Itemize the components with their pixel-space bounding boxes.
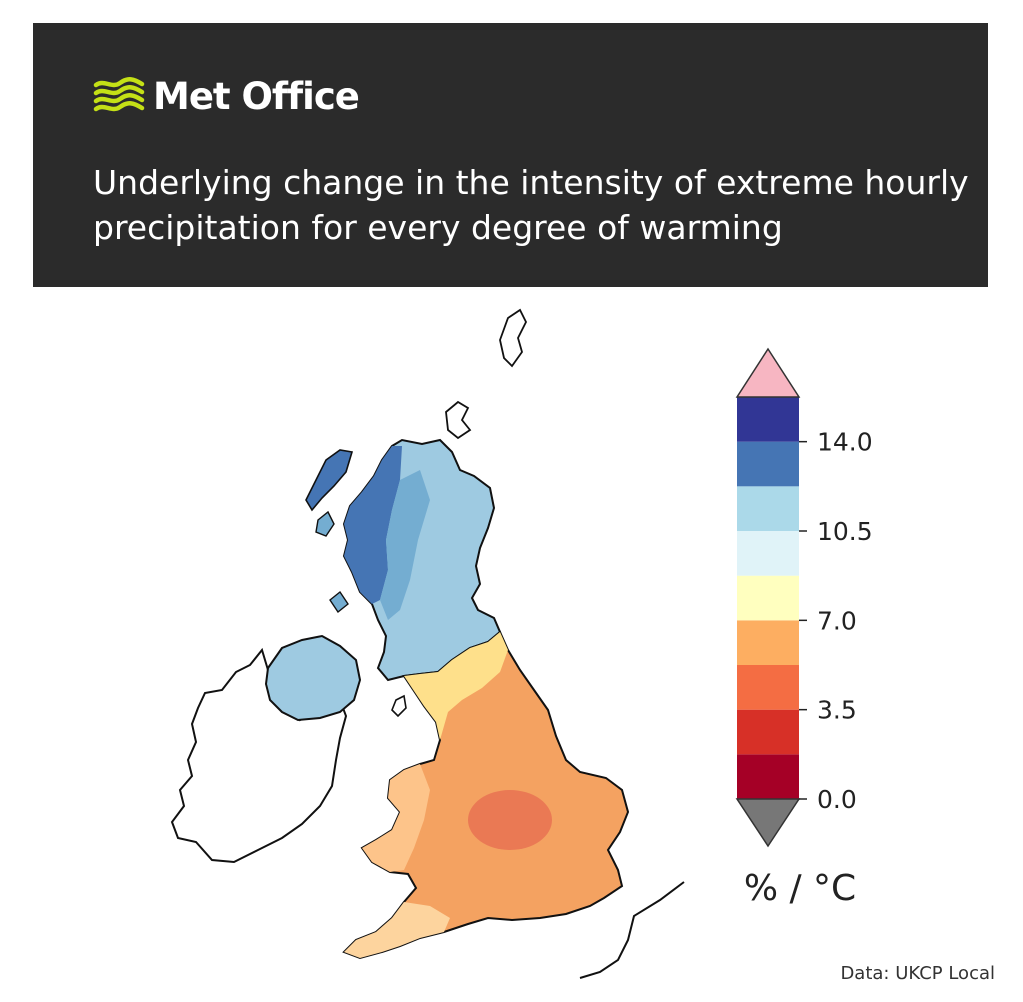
shetland-outline [499,308,528,368]
france-coastline [579,881,685,979]
orkney-outline [445,400,472,440]
colorbar-bin-7 [737,441,799,487]
met-office-logo: Met Office [93,71,360,121]
highlands-band [344,446,402,604]
colorbar-over-triangle [735,347,801,398]
colorbar-tick-label: 7.0 [817,606,857,635]
colorbar-ticks: 0.0 3.5 7.0 10.5 14.0 [799,428,873,814]
northern-ireland-region [264,634,362,722]
colorbar-bin-8 [737,397,799,442]
isle-of-man [391,694,407,718]
colorbar-bins [737,397,799,799]
colorbar-unit-label: % / °C [744,868,856,909]
colorbar-bin-5 [737,531,799,576]
colorbar-bin-3 [737,620,799,665]
colorbar-tick-label: 3.5 [817,696,857,725]
colorbar-under-triangle [735,798,801,848]
page-title: Underlying change in the intensity of ex… [93,163,969,247]
colorbar-tick-label: 10.5 [817,517,873,546]
colorbar-legend: 0.0 3.5 7.0 10.5 14.0 % / °C [735,347,873,909]
colorbar-bin-4 [737,575,799,621]
western-isles [305,449,354,512]
colorbar-bin-1 [737,709,799,755]
colorbar-bin-2 [737,665,799,710]
waves-icon [93,77,145,112]
uk-precipitation-map [170,308,685,979]
header-banner: Met Office Underlying change in the inte… [33,23,988,287]
colorbar-tick-label: 14.0 [817,428,873,457]
source-credit: Data: UKCP Local [840,963,995,984]
brand-name: Met Office [153,74,360,118]
colorbar-bin-0 [737,754,799,799]
colorbar-bin-6 [737,486,799,531]
colorbar-tick-label: 0.0 [817,785,857,814]
